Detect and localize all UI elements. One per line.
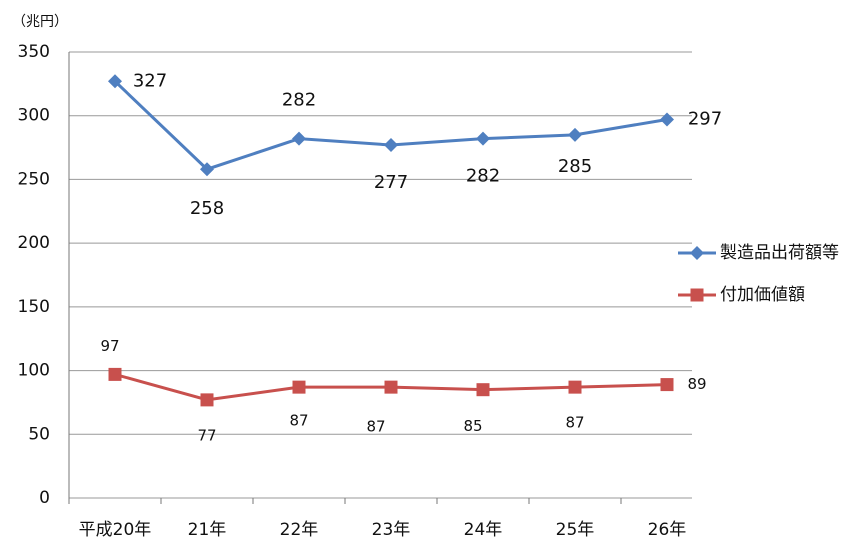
data-label: 327: [133, 70, 167, 91]
y-tick-label: 350: [18, 42, 50, 62]
x-tick-label: 23年: [372, 520, 411, 540]
x-tick-label: 26年: [648, 520, 687, 540]
marker: [108, 74, 122, 89]
data-label: 282: [282, 90, 316, 111]
marker: [660, 378, 674, 392]
marker: [384, 380, 398, 394]
marker: [200, 162, 214, 177]
data-label: 87: [366, 418, 385, 436]
y-axis-label: （兆円）: [12, 14, 68, 30]
data-label: 85: [463, 417, 482, 435]
marker: [292, 380, 306, 394]
legend-label: 製造品出荷額等: [720, 243, 839, 263]
x-tick-label: 21年: [188, 520, 227, 540]
marker: [568, 380, 582, 394]
marker: [568, 127, 582, 142]
y-tick-label: 0: [39, 488, 50, 508]
data-label: 277: [374, 172, 408, 193]
marker: [690, 288, 704, 302]
marker: [200, 393, 214, 407]
marker: [476, 383, 490, 397]
data-label: 258: [190, 198, 224, 219]
marker: [108, 367, 122, 381]
y-tick-label: 300: [18, 106, 50, 126]
y-tick-label: 50: [28, 424, 50, 444]
data-label: 97: [100, 337, 119, 355]
x-tick-label: 25年: [556, 520, 595, 540]
data-label: 77: [197, 426, 216, 444]
y-tick-label: 100: [18, 361, 50, 381]
data-label: 285: [558, 156, 592, 177]
marker: [690, 246, 704, 260]
data-label: 87: [289, 412, 308, 430]
data-label: 297: [688, 109, 722, 130]
data-label: 282: [466, 166, 500, 187]
data-label: 87: [565, 414, 584, 432]
y-tick-label: 150: [18, 297, 50, 317]
x-tick-label: 平成20年: [79, 520, 152, 540]
legend-label: 付加価値額: [720, 285, 805, 305]
marker: [660, 112, 674, 127]
marker: [384, 138, 398, 153]
y-tick-label: 200: [18, 233, 50, 253]
marker: [292, 131, 306, 146]
marker: [476, 131, 490, 146]
data-label: 89: [687, 375, 706, 393]
x-tick-label: 22年: [280, 520, 319, 540]
x-tick-label: 24年: [464, 520, 503, 540]
y-tick-label: 250: [18, 169, 50, 189]
